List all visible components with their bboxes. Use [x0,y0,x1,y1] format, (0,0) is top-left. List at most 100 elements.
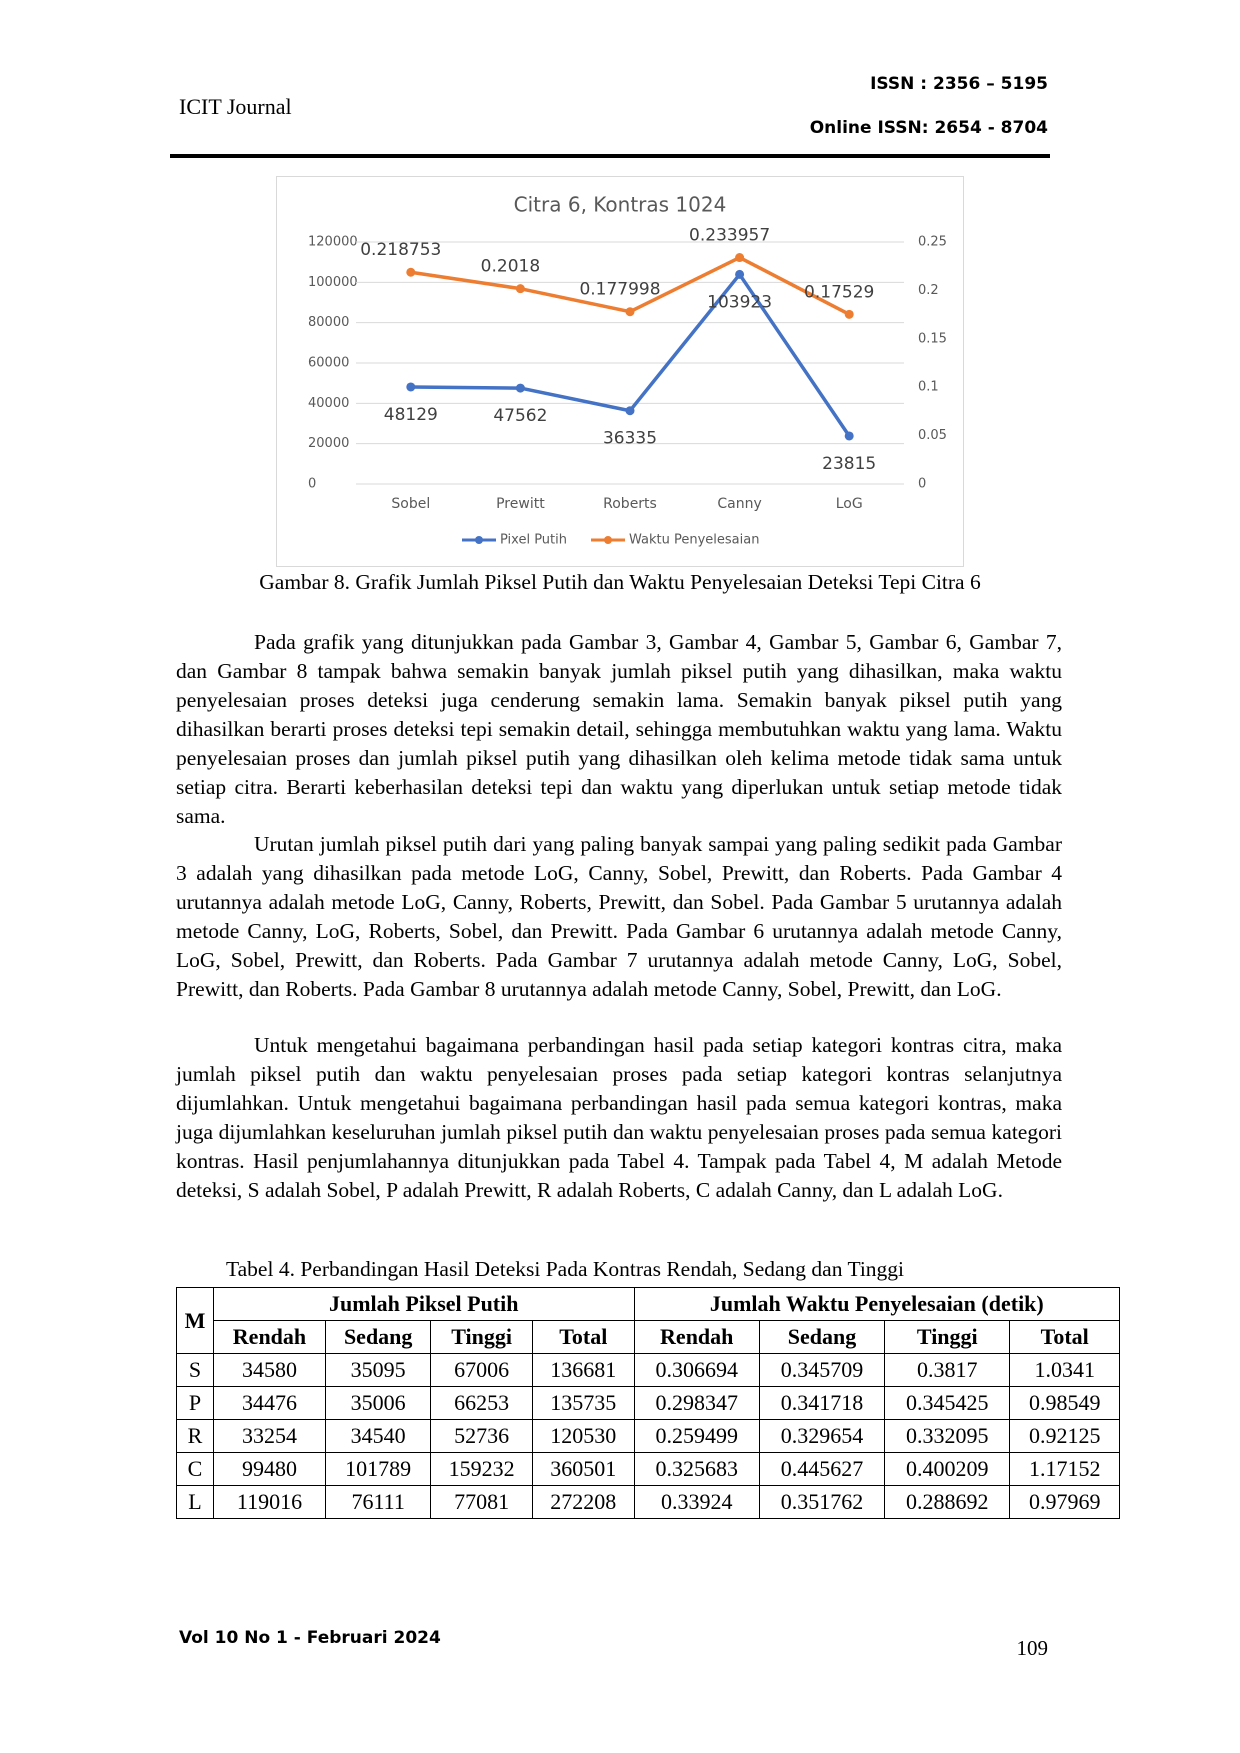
data-label: 0.233957 [689,226,770,246]
legend-marker [604,536,612,544]
column-header: Rendah [633,1320,760,1354]
table-cell: 0.98549 [1009,1386,1120,1420]
table-cell: 0.97969 [1009,1485,1120,1519]
column-header: Total [531,1320,635,1354]
legend-label: Waktu Penyelesaian [629,533,759,548]
y-tick-label: 100000 [308,275,358,290]
x-tick-label: LoG [836,496,863,512]
header-row: M Jumlah Piksel Putih Jumlah Waktu Penyele… [176,1287,1121,1354]
header-rule [170,154,1050,158]
table-row: P 34476 35006 66253 135735 0.298347 0.341718 0.… [176,1386,1120,1420]
data-point [515,383,525,393]
table-cell: 0.259499 [633,1419,760,1453]
chart: Citra 6, Kontras 1024 0 20000 40000 60000 80… [276,176,964,567]
figure-caption: Gambar 8. Grafik Jumlah Piksel Putih dan… [259,570,981,594]
paragraph: Urutan jumlah piksel putih dari yang pal… [176,832,1062,1001]
data-point [515,284,525,294]
data-label: 103923 [707,292,772,312]
table-cell: 0.329654 [758,1419,886,1453]
legend-marker [475,536,483,544]
column-header: Rendah [212,1320,327,1354]
table-cell: 0.92125 [1009,1419,1120,1453]
data-point [406,382,416,392]
y-tick-label: 20000 [308,436,349,451]
corner-cell: M [176,1287,214,1354]
table-cell: 35006 [325,1386,432,1420]
table-caption: Tabel 4. Perbandingan Hasil Deteksi Pada… [226,1257,905,1281]
data-point [844,309,854,319]
data-label: 47562 [493,406,547,426]
data-label: 0.2018 [481,257,540,277]
page-number: 109 [1016,1636,1049,1660]
table-cell: 360501 [531,1452,635,1486]
column-header: Sedang [325,1320,432,1354]
table-cell: 0.345425 [884,1386,1011,1420]
table-cell: 0.298347 [633,1386,760,1420]
chart-title: Citra 6, Kontras 1024 [514,193,727,217]
data-point [735,269,745,279]
table-cell: 136681 [531,1353,635,1387]
data-point [625,307,635,317]
data-point [406,267,416,277]
column-header: Tinggi [430,1320,533,1354]
column-header: Tinggi [884,1320,1011,1354]
row-label: S [176,1353,214,1387]
x-tick-label: Roberts [603,496,657,512]
table-cell: 0.345709 [758,1353,886,1387]
column-header: Total [1009,1320,1120,1354]
table-cell: 135735 [531,1386,635,1420]
table-cell: 67006 [430,1353,533,1387]
table-cell: 33254 [212,1419,327,1453]
table-cell: 34540 [325,1419,432,1453]
y-tick-label: 60000 [308,356,349,371]
issn: ISSN : 2356 – 5195 [870,74,1048,94]
data-label: 0.17529 [804,282,874,302]
table-row: C 99480 101789 159232 360501 0.325683 0.445627… [176,1452,1120,1486]
table-cell: 0.400209 [884,1452,1011,1486]
row-label: C [176,1452,214,1486]
y2-tick-label: 0 [918,477,926,492]
data-label: 0.218753 [360,240,441,260]
table-cell: 34476 [212,1386,327,1420]
y-tick-label: 40000 [308,396,349,411]
paragraph: Pada grafik yang ditunjukkan pada Gambar… [176,630,1062,828]
table-cell: 76111 [325,1485,432,1519]
table-cell: 1.0341 [1009,1353,1120,1387]
x-tick-label: Canny [717,496,761,512]
y2-tick-label: 0.1 [918,380,939,395]
legend-label: Pixel Putih [500,533,567,548]
table-row: S 34580 35095 67006 136681 0.306694 0.345709 0.… [176,1353,1120,1387]
table: M Jumlah Piksel Putih Jumlah Waktu Penyele… [176,1287,1121,1519]
y2-tick-label: 0.05 [918,428,947,443]
table-cell: 0.33924 [633,1485,760,1519]
column-header: Sedang [758,1320,886,1354]
table-cell: 159232 [430,1452,533,1486]
data-point [625,406,635,416]
table-cell: 52736 [430,1419,533,1453]
y-tick-label: 0 [308,477,316,492]
header-row: Rendah Sedang Tinggi Total Rendah Sedang Tingg… [177,1320,1120,1354]
x-tick-label: Prewitt [496,496,545,512]
online-issn: Online ISSN: 2654 - 8704 [809,118,1048,138]
table-cell: 0.351762 [758,1485,886,1519]
table-cell: 0.3817 [884,1353,1011,1387]
table-cell: 101789 [325,1452,432,1486]
table-cell: 66253 [430,1386,533,1420]
y2-tick-label: 0.15 [918,331,947,346]
table-cell: 0.445627 [758,1452,886,1486]
row-label: R [176,1419,214,1453]
y2-tick-label: 0.2 [918,283,939,298]
data-point [735,253,745,263]
data-label: 23815 [822,454,876,474]
paragraph: Untuk mengetahui bagaimana perbandingan … [176,1033,1062,1202]
table-cell: 77081 [430,1485,533,1519]
table-cell: 0.306694 [633,1353,760,1387]
footer-volume: Vol 10 No 1 - Februari 2024 [179,1628,441,1648]
table-cell: 0.325683 [633,1452,760,1486]
table-row: R 33254 34540 52736 120530 0.259499 0.329654 0.… [176,1419,1120,1453]
group-header: Jumlah Piksel Putih [212,1287,635,1321]
table-cell: 0.341718 [758,1386,886,1420]
data-point [844,431,854,441]
x-tick-label: Sobel [391,496,430,512]
